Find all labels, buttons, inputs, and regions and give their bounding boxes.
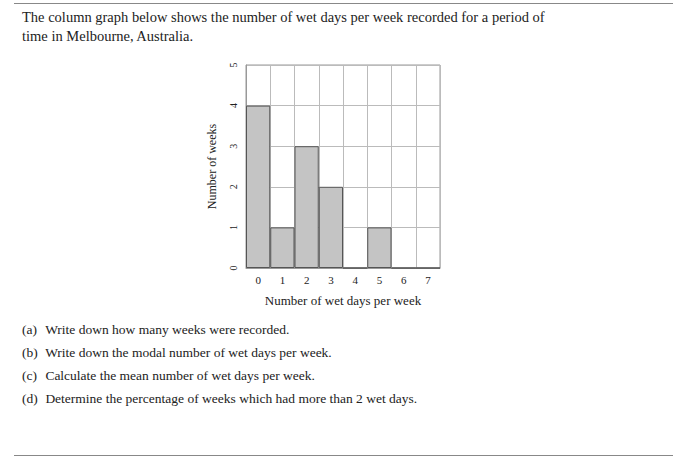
html-text:(c) Calculate the mean number: (c) Calculate the mean number of wet day… — [22, 368, 315, 383]
svg-text:0: 0 — [255, 274, 261, 286]
svg-text:6: 6 — [401, 274, 407, 286]
html-text:(b) Write down the modal numbe: (b) Write down the modal number of wet d… — [22, 345, 332, 360]
html-text:The column graph below shows t: The column graph below shows the number … — [22, 9, 545, 25]
svg-text:3: 3 — [228, 144, 239, 149]
svg-text:Number of wet days per week: Number of wet days per week — [265, 293, 422, 308]
svg-text:4: 4 — [352, 274, 358, 286]
svg-text:4: 4 — [228, 103, 239, 108]
svg-text:5: 5 — [228, 63, 239, 68]
svg-text:3: 3 — [328, 274, 334, 286]
svg-text:2: 2 — [304, 274, 310, 286]
svg-text:1: 1 — [280, 274, 286, 286]
svg-text:5: 5 — [377, 274, 383, 286]
html-text:time in Melbourne, Australia.: time in Melbourne, Australia. — [22, 28, 194, 44]
svg-text:1: 1 — [228, 225, 239, 230]
svg-text:7: 7 — [425, 274, 431, 286]
html-text:(a) Write down how many weeks: (a) Write down how many weeks were recor… — [22, 322, 290, 337]
svg-text:Number of weeks: Number of weeks — [205, 124, 219, 210]
html-text:(d) Determine the percentage o: (d) Determine the percentage of weeks wh… — [22, 391, 418, 406]
svg-text:2: 2 — [228, 184, 239, 189]
svg-text:0: 0 — [228, 266, 239, 271]
